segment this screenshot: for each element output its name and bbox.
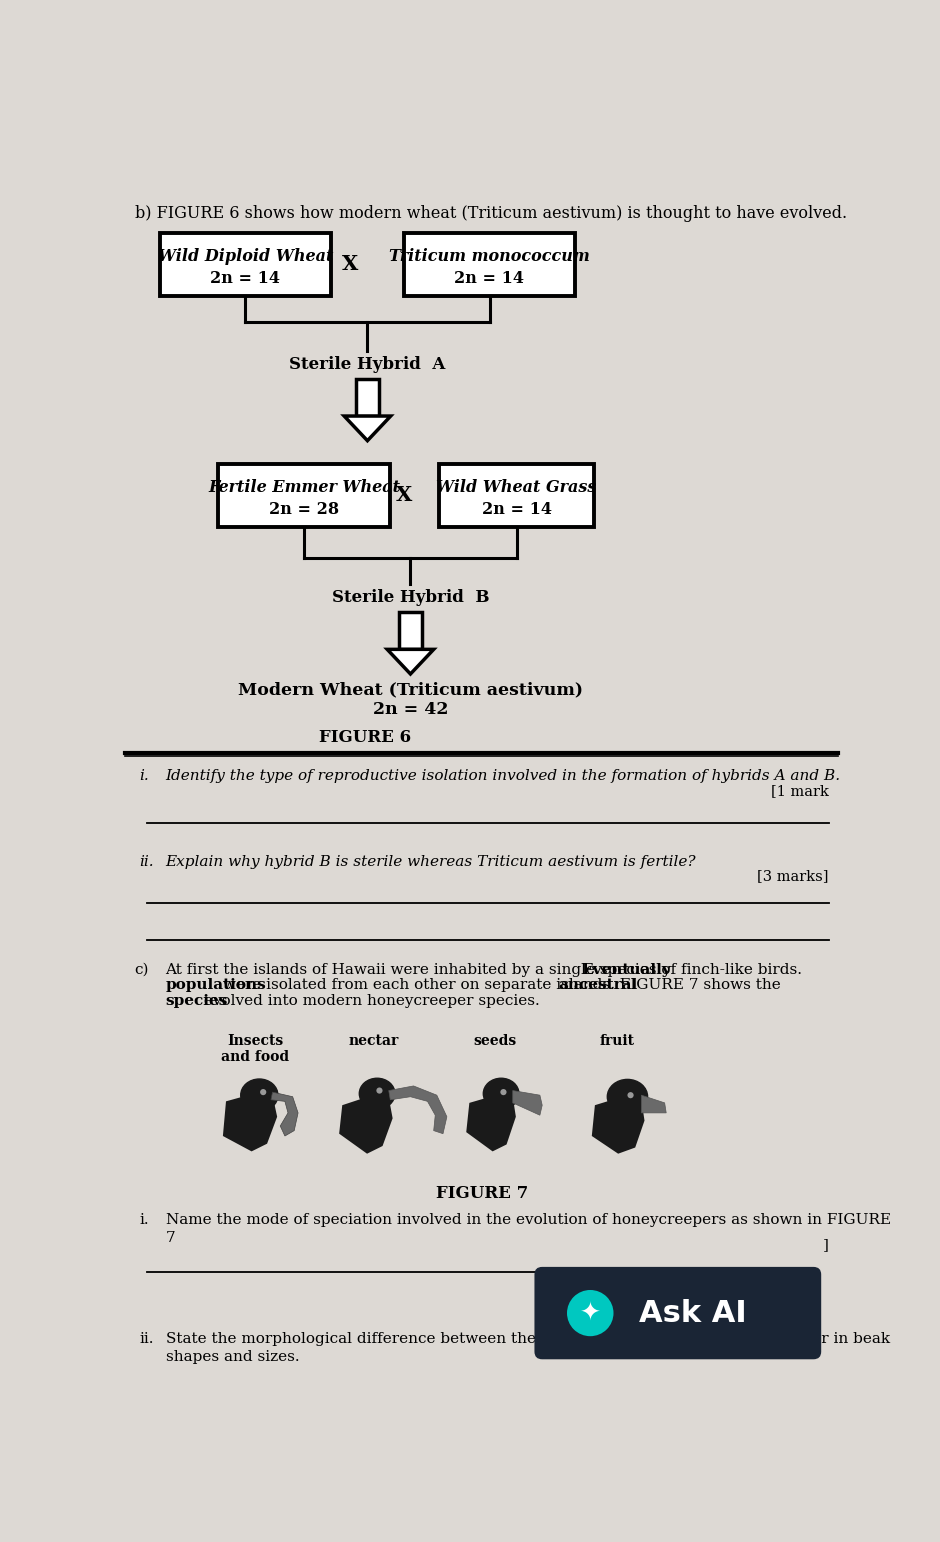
Text: ✦: ✦ [580, 1301, 601, 1325]
Text: 2n = 28: 2n = 28 [269, 501, 339, 518]
Polygon shape [399, 612, 422, 649]
Text: species: species [165, 993, 227, 1007]
Text: i.: i. [139, 1214, 149, 1227]
Polygon shape [641, 1095, 666, 1113]
FancyBboxPatch shape [404, 233, 574, 296]
Text: X: X [396, 484, 413, 504]
Text: Wild Wheat Grass: Wild Wheat Grass [436, 480, 597, 497]
Text: were isolated from each other on separate islands. FIGURE 7 shows the: were isolated from each other on separat… [217, 978, 790, 992]
Text: 7: 7 [165, 1231, 175, 1244]
Circle shape [260, 1089, 266, 1095]
Polygon shape [344, 416, 391, 441]
Text: Triticum monococcum: Triticum monococcum [389, 248, 590, 265]
Text: At first the islands of Hawaii were inhabited by a single species of finch-like : At first the islands of Hawaii were inha… [165, 962, 812, 976]
Polygon shape [356, 379, 379, 416]
Text: c): c) [134, 962, 149, 976]
Text: Sterile Hybrid  A: Sterile Hybrid A [290, 356, 446, 373]
Text: Fertile Emmer Wheat: Fertile Emmer Wheat [209, 480, 400, 497]
Polygon shape [389, 1086, 446, 1133]
Text: Eventually: Eventually [582, 962, 671, 976]
Text: fruit: fruit [600, 1033, 634, 1047]
FancyBboxPatch shape [218, 464, 390, 527]
FancyBboxPatch shape [535, 1268, 822, 1360]
Circle shape [376, 1087, 383, 1093]
Text: State the morphological difference between the new species and their ancestor di: State the morphological difference betwe… [165, 1332, 889, 1346]
Text: Explain why hybrid B is sterile whereas Triticum aestivum is fertile?: Explain why hybrid B is sterile whereas … [165, 854, 696, 870]
Text: Wild Diploid Wheat: Wild Diploid Wheat [158, 248, 333, 265]
Text: populations: populations [165, 978, 266, 992]
FancyBboxPatch shape [439, 464, 594, 527]
Text: Sterile Hybrid  B: Sterile Hybrid B [332, 589, 489, 606]
Ellipse shape [607, 1079, 648, 1113]
Text: ii.: ii. [139, 854, 154, 870]
FancyBboxPatch shape [160, 233, 331, 296]
Polygon shape [271, 1092, 298, 1136]
Text: nectar: nectar [348, 1033, 399, 1047]
Text: Modern Wheat (Triticum aestivum): Modern Wheat (Triticum aestivum) [238, 682, 583, 699]
Polygon shape [387, 649, 433, 674]
Polygon shape [223, 1092, 277, 1152]
Text: Name the mode of speciation involved in the evolution of honeycreepers as shown : Name the mode of speciation involved in … [165, 1214, 891, 1227]
Text: 2n = 14: 2n = 14 [211, 270, 280, 287]
Polygon shape [466, 1093, 516, 1152]
Polygon shape [339, 1093, 393, 1153]
Circle shape [500, 1089, 507, 1095]
Text: 2n = 14: 2n = 14 [481, 501, 552, 518]
Text: b) FIGURE 6 shows how modern wheat (Triticum aestivum) is thought to have evolve: b) FIGURE 6 shows how modern wheat (Trit… [134, 205, 847, 222]
Circle shape [567, 1291, 614, 1337]
Ellipse shape [483, 1078, 519, 1109]
Text: Identify the type of reproductive isolation involved in the formation of hybrids: Identify the type of reproductive isolat… [165, 769, 840, 783]
Text: X: X [342, 253, 358, 273]
Text: ancestral: ancestral [558, 978, 637, 992]
Text: 2n = 14: 2n = 14 [455, 270, 525, 287]
Text: FIGURE 7: FIGURE 7 [435, 1184, 528, 1201]
Ellipse shape [241, 1079, 278, 1112]
Text: shapes and sizes.: shapes and sizes. [165, 1351, 299, 1365]
Text: ii.: ii. [139, 1332, 154, 1346]
Text: Ask AI: Ask AI [639, 1298, 747, 1328]
Polygon shape [592, 1095, 645, 1153]
Text: ]: ] [823, 1238, 829, 1252]
Text: i.: i. [139, 769, 149, 783]
Text: [1 mark: [1 mark [771, 783, 829, 799]
Ellipse shape [359, 1078, 395, 1109]
Circle shape [628, 1092, 634, 1098]
Text: 2n = 42: 2n = 42 [373, 702, 448, 719]
Polygon shape [512, 1090, 542, 1115]
Text: seeds: seeds [474, 1033, 517, 1047]
Text: [3 marks]: [3 marks] [758, 868, 829, 884]
Text: FIGURE 6: FIGURE 6 [319, 729, 411, 746]
Text: evolved into modern honeycreeper species.: evolved into modern honeycreeper species… [198, 993, 540, 1007]
Text: Insects
and food: Insects and food [222, 1033, 290, 1064]
